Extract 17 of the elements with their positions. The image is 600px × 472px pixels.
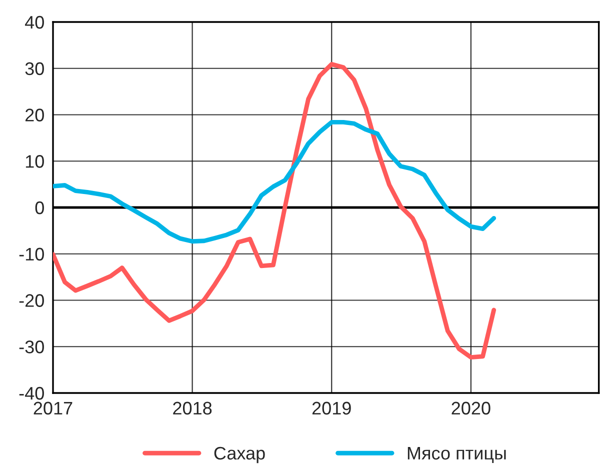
line-series (53, 120, 496, 244)
line-series (53, 62, 496, 360)
x-tick-label: 2018 (173, 402, 212, 415)
y-tick-label: -10 (19, 248, 44, 261)
x-tick-label: 2020 (452, 402, 490, 415)
x-tick-label: 2019 (312, 402, 351, 415)
y-tick-label: 20 (25, 108, 44, 122)
y-tick-label: 10 (26, 155, 44, 168)
y-tick-label: -20 (19, 294, 44, 307)
y-tick-label: -30 (19, 340, 44, 354)
y-tick-label: 40 (25, 16, 44, 29)
legend-label: Мясо птицы (408, 447, 506, 464)
y-tick-label: -40 (19, 386, 44, 400)
x-tick-label: 2017 (34, 402, 72, 415)
y-tick-label: 30 (25, 62, 44, 76)
y-tick-label: 0 (35, 201, 44, 214)
legend-label: Сахар (214, 446, 265, 464)
